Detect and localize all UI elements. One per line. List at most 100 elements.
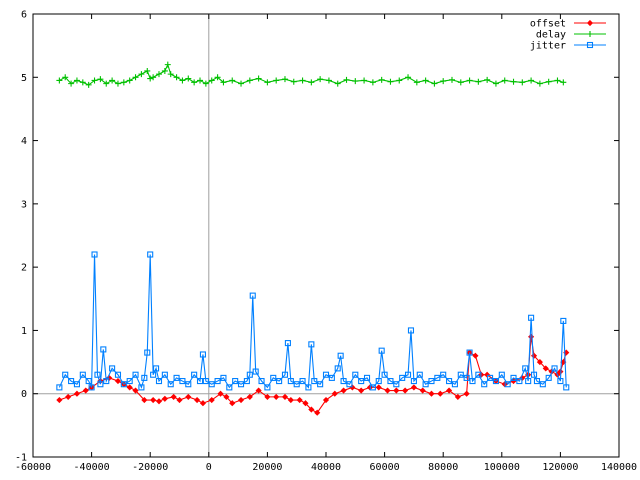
jitter-point — [196, 378, 204, 385]
jitter-point — [56, 384, 63, 391]
jitter-point — [103, 378, 110, 385]
offset-point — [273, 393, 280, 400]
delay-point — [132, 74, 139, 81]
y-tick-label: 0 — [21, 389, 27, 400]
offset-point — [223, 393, 230, 400]
jitter-point — [208, 381, 215, 388]
x-tick-label: 120000 — [542, 462, 578, 473]
jitter-point — [322, 371, 330, 378]
delay-point — [334, 80, 341, 87]
jitter-point — [475, 371, 482, 378]
offset-point — [199, 400, 207, 407]
x-tick-label: 20000 — [252, 462, 282, 473]
y-tick-label: 1 — [21, 326, 27, 337]
y-tick-label: 6 — [21, 10, 27, 21]
series-jitter — [56, 251, 570, 391]
series-offset — [56, 333, 570, 416]
offset-point — [437, 390, 444, 397]
delay-point — [167, 71, 174, 78]
offset-point — [536, 359, 543, 366]
offset-point — [56, 396, 63, 404]
jitter-point — [94, 371, 101, 378]
delay-point — [448, 76, 455, 83]
offset-point — [296, 396, 303, 404]
delay-point — [197, 77, 204, 84]
jitter-point — [264, 384, 271, 391]
jitter-point — [252, 368, 259, 375]
offset-point — [82, 387, 89, 394]
legend-marker-jitter — [586, 41, 594, 49]
jitter-point — [100, 346, 107, 353]
offset-point — [217, 390, 224, 397]
jitter-point — [191, 371, 198, 378]
jitter-point — [150, 371, 157, 378]
jitter-point — [375, 378, 382, 385]
jitter-point — [62, 371, 69, 378]
jitter-point — [510, 374, 517, 381]
jitter-point — [120, 381, 127, 388]
offset-point — [428, 390, 435, 397]
delay-point — [138, 71, 145, 78]
x-tick-label: 60000 — [370, 462, 400, 473]
jitter-point — [173, 374, 180, 381]
series-layer — [56, 61, 570, 416]
delay-point — [214, 74, 221, 81]
jitter-point — [463, 374, 470, 381]
offset-point — [185, 393, 192, 400]
jitter-point — [132, 371, 139, 378]
y-tick-label: 4 — [21, 136, 27, 147]
delay-point — [208, 77, 215, 84]
delay-point — [220, 79, 227, 86]
delay-point — [466, 77, 473, 84]
delay-point — [238, 80, 245, 87]
jitter-point — [68, 378, 75, 385]
jitter-point — [114, 371, 122, 378]
jitter-point — [337, 352, 344, 359]
delay-point — [103, 80, 110, 87]
jitter-point — [270, 374, 277, 381]
jitter-point — [88, 384, 95, 391]
delay-point — [56, 77, 63, 84]
jitter-point — [545, 374, 552, 381]
jitter-point — [91, 251, 98, 258]
delay-point — [431, 80, 438, 87]
delay-point — [85, 81, 92, 88]
jitter-point — [352, 371, 359, 378]
jitter-point — [308, 341, 315, 348]
jitter-point — [258, 378, 265, 385]
offset-point — [410, 384, 417, 391]
delay-point — [161, 67, 168, 74]
jitter-point — [428, 378, 435, 385]
delay-point — [255, 75, 262, 82]
jitter-point — [466, 349, 473, 356]
legend-label-jitter: jitter — [530, 41, 566, 52]
jitter-point — [141, 374, 148, 381]
delay-point — [519, 79, 526, 86]
jitter-point — [243, 378, 250, 385]
jitter-point — [328, 374, 335, 381]
offset-point — [393, 387, 400, 394]
y-tick-label: -1 — [15, 453, 27, 464]
delay-point — [369, 79, 376, 86]
offset-point — [150, 396, 157, 404]
jitter-point — [109, 365, 116, 372]
jitter-point — [85, 378, 92, 385]
delay-point — [299, 77, 306, 84]
jitter-point — [334, 365, 341, 372]
jitter-point — [422, 381, 429, 388]
jitter-point — [284, 340, 291, 347]
delay-point — [501, 77, 508, 84]
x-tick-label: -20000 — [132, 462, 168, 473]
jitter-point — [246, 371, 253, 378]
jitter-point — [311, 378, 318, 385]
jitter-point — [79, 371, 86, 378]
delay-point — [396, 77, 403, 84]
jitter-point — [287, 378, 294, 385]
jitter-point — [126, 378, 133, 385]
jitter-point — [346, 381, 353, 388]
offset-point — [314, 409, 321, 416]
offset-point — [170, 393, 177, 400]
offset-point — [65, 393, 72, 400]
jitter-point — [232, 378, 239, 385]
jitter-point — [138, 384, 145, 391]
